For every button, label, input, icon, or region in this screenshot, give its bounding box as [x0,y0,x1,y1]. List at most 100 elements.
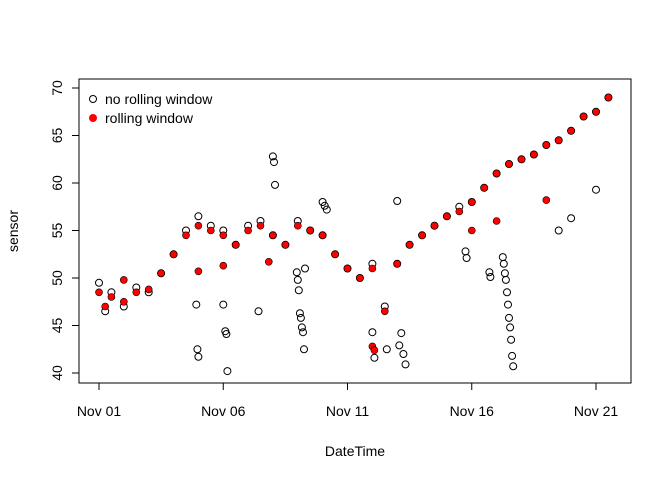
x-tick-label: Nov 01 [77,403,122,419]
y-axis-title: sensor [5,210,21,252]
data-point [281,241,290,249]
data-point [418,231,426,240]
data-point [223,367,232,376]
data-point [467,226,476,235]
data-point [507,335,516,344]
data-point [207,226,215,235]
data-point [368,328,377,337]
data-point [301,264,309,273]
data-point [401,360,410,369]
data-point [219,231,228,240]
data-point [331,250,339,259]
data-point [393,197,402,205]
data-point [244,226,252,235]
x-tick-label: Nov 16 [450,403,495,419]
data-point [485,268,494,277]
data-point [399,350,408,358]
data-point [480,184,489,192]
data-point [492,217,501,225]
data-point [264,257,273,266]
x-tick-label: Nov 21 [574,403,619,419]
data-point [95,288,103,297]
data-point [356,274,364,282]
data-point [219,300,228,309]
data-point [270,158,278,167]
data-point [157,269,165,278]
data-point [296,313,305,322]
data-point [271,180,279,189]
data-point [293,275,302,284]
data-point [144,285,153,294]
y-tick-label: 55 [49,223,65,239]
data-point [405,241,414,249]
data-point [231,241,240,249]
data-point [194,352,203,361]
data-point [293,221,302,230]
data-point [430,221,439,230]
data-point [503,288,511,297]
data-point [132,288,141,297]
data-point [382,345,391,354]
data-point [268,152,277,161]
y-tick-label: 45 [49,318,65,334]
data-point [504,300,512,309]
y-tick-label: 40 [49,365,65,381]
data-point [254,307,263,316]
data-point [554,226,563,235]
data-point [455,207,464,216]
data-point [295,309,304,318]
data-point [294,286,303,295]
data-point [567,214,576,223]
data-point [579,112,588,121]
data-point [322,205,331,214]
data-point [501,275,510,284]
data-point [395,341,404,350]
data-point [443,212,451,221]
data-point [169,250,178,259]
data-point [542,141,551,149]
data-point [95,278,103,287]
y-tick-label: 60 [49,175,65,191]
data-point [508,351,517,360]
y-axis: 40 45 50 55 60 65 70 [49,80,80,381]
data-point [297,323,306,332]
data-point [120,297,128,306]
data-point [467,198,476,206]
data-point [499,259,508,268]
data-point [393,259,402,268]
data-point [194,221,203,230]
data-point [506,323,515,332]
plot-points [95,93,613,376]
data-point [101,302,109,311]
data-point [193,345,202,354]
series-no-rolling-window [95,93,613,376]
data-point [530,150,538,159]
legend-label-no-rolling-window: no rolling window [105,91,213,107]
x-tick-label: Nov 11 [326,403,370,419]
data-point [380,307,389,316]
data-point [492,169,501,178]
legend: no rolling window rolling window [89,91,213,126]
data-point [194,267,203,276]
data-point [592,108,600,116]
series-rolling-window [95,93,613,355]
data-point [292,268,301,277]
data-point [194,212,203,221]
data-point [368,264,377,273]
data-point [219,261,228,270]
data-point [269,231,277,240]
data-point [306,226,315,235]
data-point [498,253,507,262]
data-point [299,328,307,337]
data-point [318,231,327,240]
data-point [370,353,379,362]
data-point [120,276,128,284]
data-point [462,254,471,262]
data-point [505,313,513,322]
data-point [397,329,406,338]
data-point [182,231,190,240]
data-point [592,185,600,194]
y-tick-label: 70 [49,80,65,96]
data-point [318,198,327,206]
